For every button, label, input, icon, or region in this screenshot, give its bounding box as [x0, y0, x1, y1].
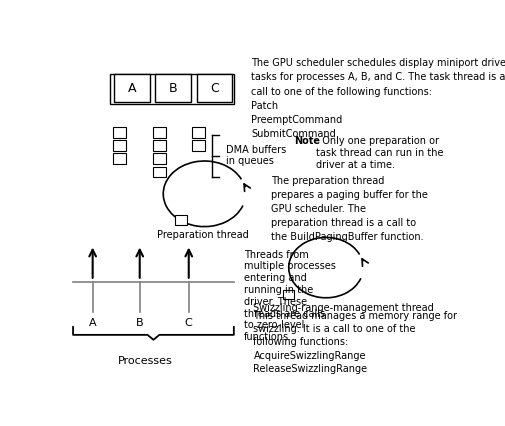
Text: B: B	[136, 318, 143, 328]
Text: A: A	[127, 81, 136, 95]
Text: A: A	[89, 318, 96, 328]
Text: Only one preparation or
task thread can run in the
driver at a time.: Only one preparation or task thread can …	[316, 136, 443, 170]
Text: running in the: running in the	[243, 285, 312, 295]
Text: call to one of the following functions:: call to one of the following functions:	[251, 86, 432, 97]
Text: DMA buffers
in queues: DMA buffers in queues	[226, 145, 286, 166]
Text: the BuildPagingBuffer function.: the BuildPagingBuffer function.	[271, 232, 423, 242]
Text: tasks for processes A, B, and C. The task thread is a: tasks for processes A, B, and C. The tas…	[251, 72, 505, 83]
Text: C: C	[210, 81, 218, 95]
Bar	[191, 127, 205, 138]
Text: prepares a paging buffer for the: prepares a paging buffer for the	[271, 190, 427, 200]
Text: driver. These: driver. These	[243, 297, 306, 307]
Bar	[153, 140, 165, 151]
Text: Threads from: Threads from	[243, 250, 308, 259]
Text: GPU scheduler. The: GPU scheduler. The	[271, 204, 365, 214]
Text: The preparation thread: The preparation thread	[271, 176, 384, 187]
Bar	[110, 74, 233, 104]
Text: preparation thread is a call to: preparation thread is a call to	[271, 218, 416, 228]
Bar	[153, 153, 165, 164]
Text: B: B	[168, 81, 177, 95]
Text: PreemptCommand: PreemptCommand	[251, 115, 342, 125]
Text: threads are calls: threads are calls	[243, 308, 324, 319]
Text: C: C	[184, 318, 192, 328]
Bar	[282, 290, 293, 299]
Text: multiple processes: multiple processes	[243, 262, 335, 271]
Text: The GPU scheduler schedules display miniport driver: The GPU scheduler schedules display mini…	[251, 58, 505, 68]
Text: Processes: Processes	[118, 356, 173, 366]
Text: Patch: Patch	[251, 101, 278, 111]
Text: swizzling. It is a call to one of the: swizzling. It is a call to one of the	[253, 324, 415, 334]
Text: functions.: functions.	[243, 332, 291, 342]
Text: SubmitCommand: SubmitCommand	[251, 129, 335, 139]
Text: Swizzling-range-management thread: Swizzling-range-management thread	[253, 303, 433, 313]
Bar	[113, 140, 126, 151]
Bar	[175, 215, 186, 225]
Text: to zero-level: to zero-level	[243, 320, 304, 331]
Bar	[191, 140, 205, 151]
Text: Note: Note	[294, 136, 320, 147]
Bar	[153, 167, 165, 177]
Bar	[196, 74, 231, 102]
Text: AcquireSwizzlingRange: AcquireSwizzlingRange	[253, 351, 365, 360]
Text: Preparation thread: Preparation thread	[157, 230, 248, 240]
Bar	[114, 74, 149, 102]
Bar	[113, 127, 126, 138]
Bar	[113, 153, 126, 164]
Text: ReleaseSwizzlingRange: ReleaseSwizzlingRange	[253, 364, 367, 374]
Text: following functions:: following functions:	[253, 337, 348, 348]
Bar	[155, 74, 190, 102]
Bar	[153, 127, 165, 138]
Text: entering and: entering and	[243, 273, 306, 283]
Text: This thread manages a memory range for: This thread manages a memory range for	[253, 311, 457, 321]
